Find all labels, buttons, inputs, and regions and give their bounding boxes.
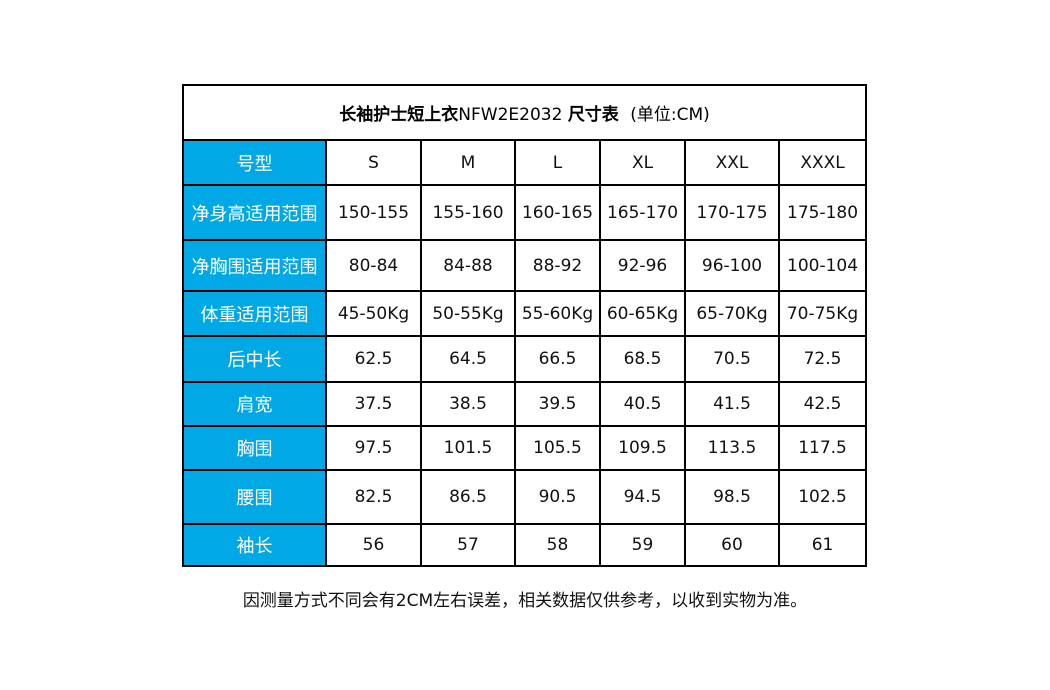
measurement-note: 因测量方式不同会有2CM左右误差，相关数据仅供参考，以收到实物为准。 (242, 591, 808, 611)
table-cell: 39.5 (514, 381, 601, 427)
size-header-row: 号型 S M L XL XXL XXXL (182, 139, 868, 186)
table-cell: 101.5 (420, 425, 516, 471)
table-cell: 50-55Kg (420, 290, 516, 337)
table-cell: 59 (599, 523, 686, 567)
table-cell: 60 (684, 523, 780, 567)
table-cell: 105.5 (514, 425, 601, 471)
table-cell: 60-65Kg (599, 290, 686, 337)
title-suffix: 尺寸表 (567, 105, 619, 125)
table-cell: 97.5 (325, 425, 422, 471)
row-label: 肩宽 (182, 381, 327, 427)
table-row: 腰围 82.5 86.5 90.5 94.5 98.5 102.5 (182, 469, 868, 525)
table-cell: 37.5 (325, 381, 422, 427)
table-cell: 117.5 (777, 425, 868, 471)
size-header-cell: XXL (684, 139, 780, 186)
table-cell: 70-75Kg (777, 290, 868, 337)
title-row: 长袖护士短上衣NFW2E2032 尺寸表 (单位:CM) (181, 84, 868, 141)
table-cell: 80-84 (325, 239, 422, 292)
table-cell: 94.5 (599, 469, 686, 525)
table-cell: 160-165 (514, 184, 601, 241)
table-row: 胸围 97.5 101.5 105.5 109.5 113.5 117.5 (182, 425, 868, 471)
size-header-cell: S (325, 139, 422, 186)
table-cell: 102.5 (777, 469, 868, 525)
table-cell: 57 (420, 523, 516, 567)
table-cell: 45-50Kg (325, 290, 422, 337)
row-label: 胸围 (182, 425, 327, 471)
table-cell: 65-70Kg (684, 290, 780, 337)
size-header-cell: M (420, 139, 516, 186)
table-cell: 113.5 (684, 425, 780, 471)
table-cell: 55-60Kg (514, 290, 601, 337)
table-cell: 66.5 (514, 335, 601, 383)
table-cell: 88-92 (514, 239, 601, 292)
table-cell: 90.5 (514, 469, 601, 525)
row-label: 腰围 (182, 469, 327, 525)
table-cell: 155-160 (420, 184, 516, 241)
table-row: 净胸围适用范围 80-84 84-88 88-92 92-96 96-100 100-104 (182, 239, 868, 292)
table-row: 体重适用范围 45-50Kg 50-55Kg 55-60Kg 60-65Kg 65-70K… (182, 290, 868, 337)
table-row: 袖长 56 57 58 59 60 61 (182, 523, 868, 567)
table-cell: 86.5 (420, 469, 516, 525)
table-cell: 70.5 (684, 335, 780, 383)
table-cell: 42.5 (777, 381, 868, 427)
row-label: 净胸围适用范围 (182, 239, 327, 292)
table-cell: 64.5 (420, 335, 516, 383)
table-cell: 165-170 (599, 184, 686, 241)
title-code: NFW2E2032 (458, 105, 563, 125)
table-cell: 92-96 (599, 239, 686, 292)
table-row: 后中长 62.5 64.5 66.5 68.5 70.5 72.5 (182, 335, 868, 383)
table-cell: 96-100 (684, 239, 780, 292)
table-row: 净身高适用范围 150-155 155-160 160-165 165-170 170-1… (182, 184, 868, 241)
table-cell: 175-180 (777, 184, 868, 241)
table-cell: 58 (514, 523, 601, 567)
table-cell: 61 (777, 523, 868, 567)
table-cell: 56 (325, 523, 422, 567)
table-cell: 38.5 (420, 381, 516, 427)
row-label: 体重适用范围 (182, 290, 327, 337)
table-cell: 170-175 (684, 184, 780, 241)
table-cell: 98.5 (684, 469, 780, 525)
table-cell: 62.5 (325, 335, 422, 383)
size-header-cell: L (514, 139, 601, 186)
title-unit: (单位:CM) (630, 105, 710, 125)
table-cell: 41.5 (684, 381, 780, 427)
table-title: 长袖护士短上衣NFW2E2032 尺寸表 (单位:CM) (181, 84, 868, 141)
table-cell: 150-155 (325, 184, 422, 241)
header-label: 号型 (182, 139, 327, 186)
row-label: 袖长 (182, 523, 327, 567)
size-header-cell: XXXL (777, 139, 868, 186)
size-header-cell: XL (599, 139, 686, 186)
row-label: 后中长 (182, 335, 327, 383)
table-row: 肩宽 37.5 38.5 39.5 40.5 41.5 42.5 (182, 381, 868, 427)
table-cell: 68.5 (599, 335, 686, 383)
table-cell: 82.5 (325, 469, 422, 525)
table-cell: 84-88 (420, 239, 516, 292)
table-cell: 109.5 (599, 425, 686, 471)
size-chart-table: 长袖护士短上衣NFW2E2032 尺寸表 (单位:CM) 号型 S M L XL XXL… (181, 84, 868, 567)
table-cell: 100-104 (777, 239, 868, 292)
table-cell: 40.5 (599, 381, 686, 427)
title-product: 长袖护士短上衣 (339, 105, 459, 125)
table-cell: 72.5 (777, 335, 868, 383)
row-label: 净身高适用范围 (182, 184, 327, 241)
